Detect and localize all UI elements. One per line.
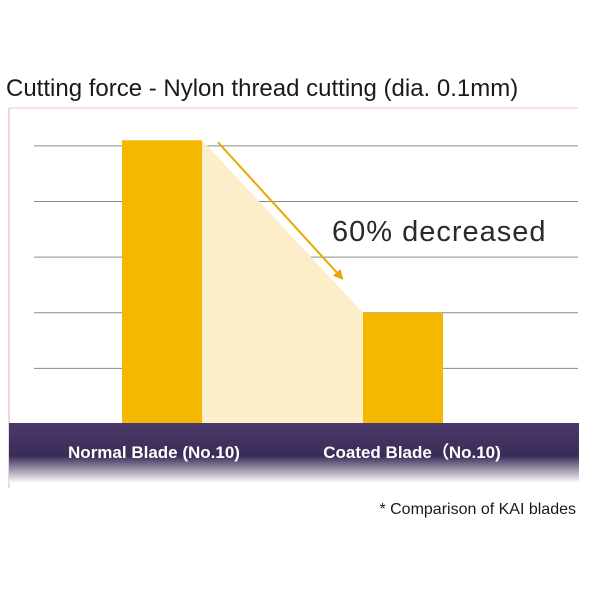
category-labels: Normal Blade (No.10) Coated Blade（No.10) <box>68 442 501 462</box>
bar-2 <box>363 312 443 424</box>
chart-title: Cutting force - Nylon thread cutting (di… <box>6 75 518 102</box>
footnote: * Comparison of KAI blades <box>379 501 576 518</box>
bars <box>122 140 443 424</box>
category-label-2: Coated Blade（No.10) <box>323 442 501 462</box>
decrease-fill-area <box>202 140 363 424</box>
category-label-1: Normal Blade (No.10) <box>68 443 240 462</box>
category-band <box>9 423 579 483</box>
decrease-arrow <box>217 141 344 280</box>
bar-1 <box>122 140 202 424</box>
decrease-annotation: 60% decreased <box>332 216 547 248</box>
